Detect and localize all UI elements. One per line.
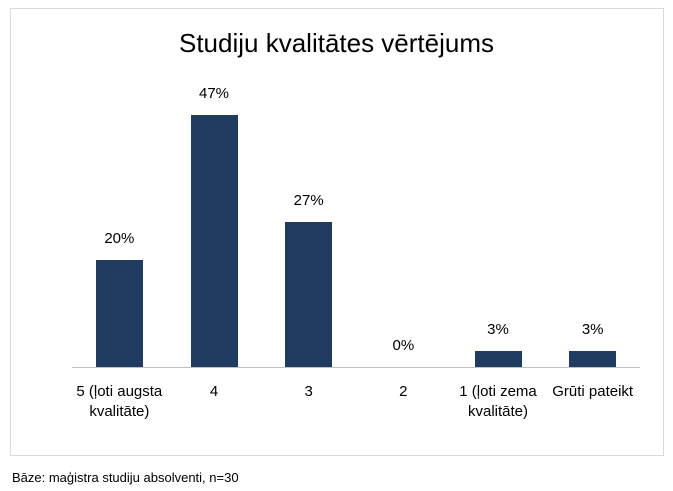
bar <box>190 115 238 367</box>
category-axis <box>72 367 640 368</box>
x-tick-label: 3 <box>304 383 313 400</box>
footnote: Bāze: maģistra studiju absolventi, n=30 <box>12 470 239 485</box>
data-label: 27% <box>293 192 324 210</box>
data-label: 47% <box>198 85 230 102</box>
bar <box>474 350 522 367</box>
chart-frame <box>10 8 664 456</box>
data-label: 20% <box>104 229 135 247</box>
bar <box>285 222 333 367</box>
data-label: 3% <box>487 320 509 338</box>
x-tick-label: 5 (ļoti augsta kvalitāte) <box>76 383 163 420</box>
x-tick-label: Grūti pateikt <box>552 383 634 400</box>
data-label: 0% <box>392 337 415 354</box>
x-tick-label: 1 (ļoti zema kvalitāte) <box>459 383 537 420</box>
bar <box>569 350 617 367</box>
chart-title: Studiju kvalitātes vērtējums <box>178 28 495 58</box>
bar <box>95 259 143 367</box>
data-label: 3% <box>581 320 604 338</box>
x-tick-label: 2 <box>399 383 408 400</box>
x-tick-label: 4 <box>209 383 219 400</box>
